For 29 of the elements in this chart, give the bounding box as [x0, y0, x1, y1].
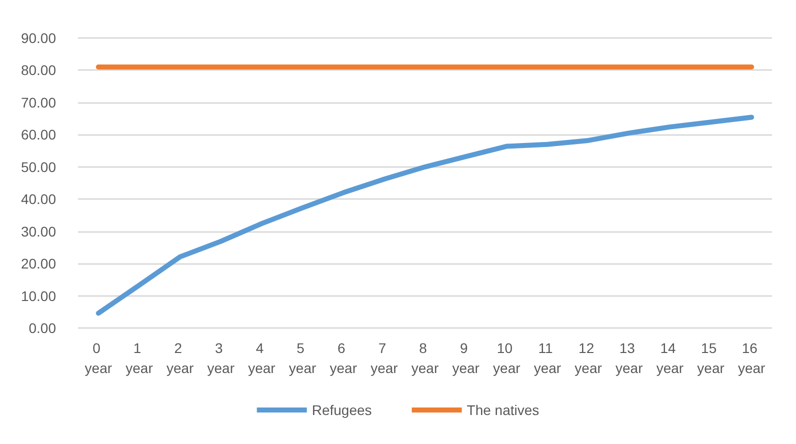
x-tick-label: 13 year — [616, 340, 644, 376]
x-tick-label: 4 year — [248, 340, 276, 376]
legend-label: The natives — [466, 402, 540, 418]
y-tick-label: 70.00 — [20, 94, 56, 110]
x-tick-label: 14 year — [656, 340, 684, 376]
y-tick-label: 80.00 — [20, 62, 56, 78]
y-tick-label: 40.00 — [20, 191, 56, 208]
y-tick-label: 60.00 — [20, 126, 56, 143]
x-tick-label: 3 year — [207, 340, 235, 376]
x-tick-label: 6 year — [330, 340, 358, 376]
x-tick-label: 11 year — [534, 340, 562, 376]
y-tick-label: 20.00 — [20, 256, 56, 272]
x-tick-label: 5 year — [288, 340, 316, 376]
y-tick-label: 30.00 — [20, 223, 56, 240]
x-tick-label: 7 year — [370, 340, 398, 376]
x-tick-label: 1 year — [126, 340, 154, 376]
x-tick-label: 9 year — [452, 340, 480, 376]
legend-label: Refugees — [312, 402, 372, 418]
x-tick-label: 0 year — [84, 340, 112, 376]
x-tick-label: 2 year — [166, 340, 194, 376]
y-tick-label: 0.00 — [28, 320, 56, 336]
y-tick-label: 10.00 — [20, 288, 56, 304]
x-tick-label: 12 year — [574, 340, 602, 376]
x-tick-label: 8 year — [411, 340, 439, 376]
x-tick-label: 15 year — [697, 340, 725, 376]
x-tick-label: 10 year — [493, 340, 521, 376]
y-tick-label: 50.00 — [20, 158, 56, 175]
x-tick-label: 16 year — [738, 340, 766, 376]
y-tick-label: 90.00 — [20, 30, 56, 46]
